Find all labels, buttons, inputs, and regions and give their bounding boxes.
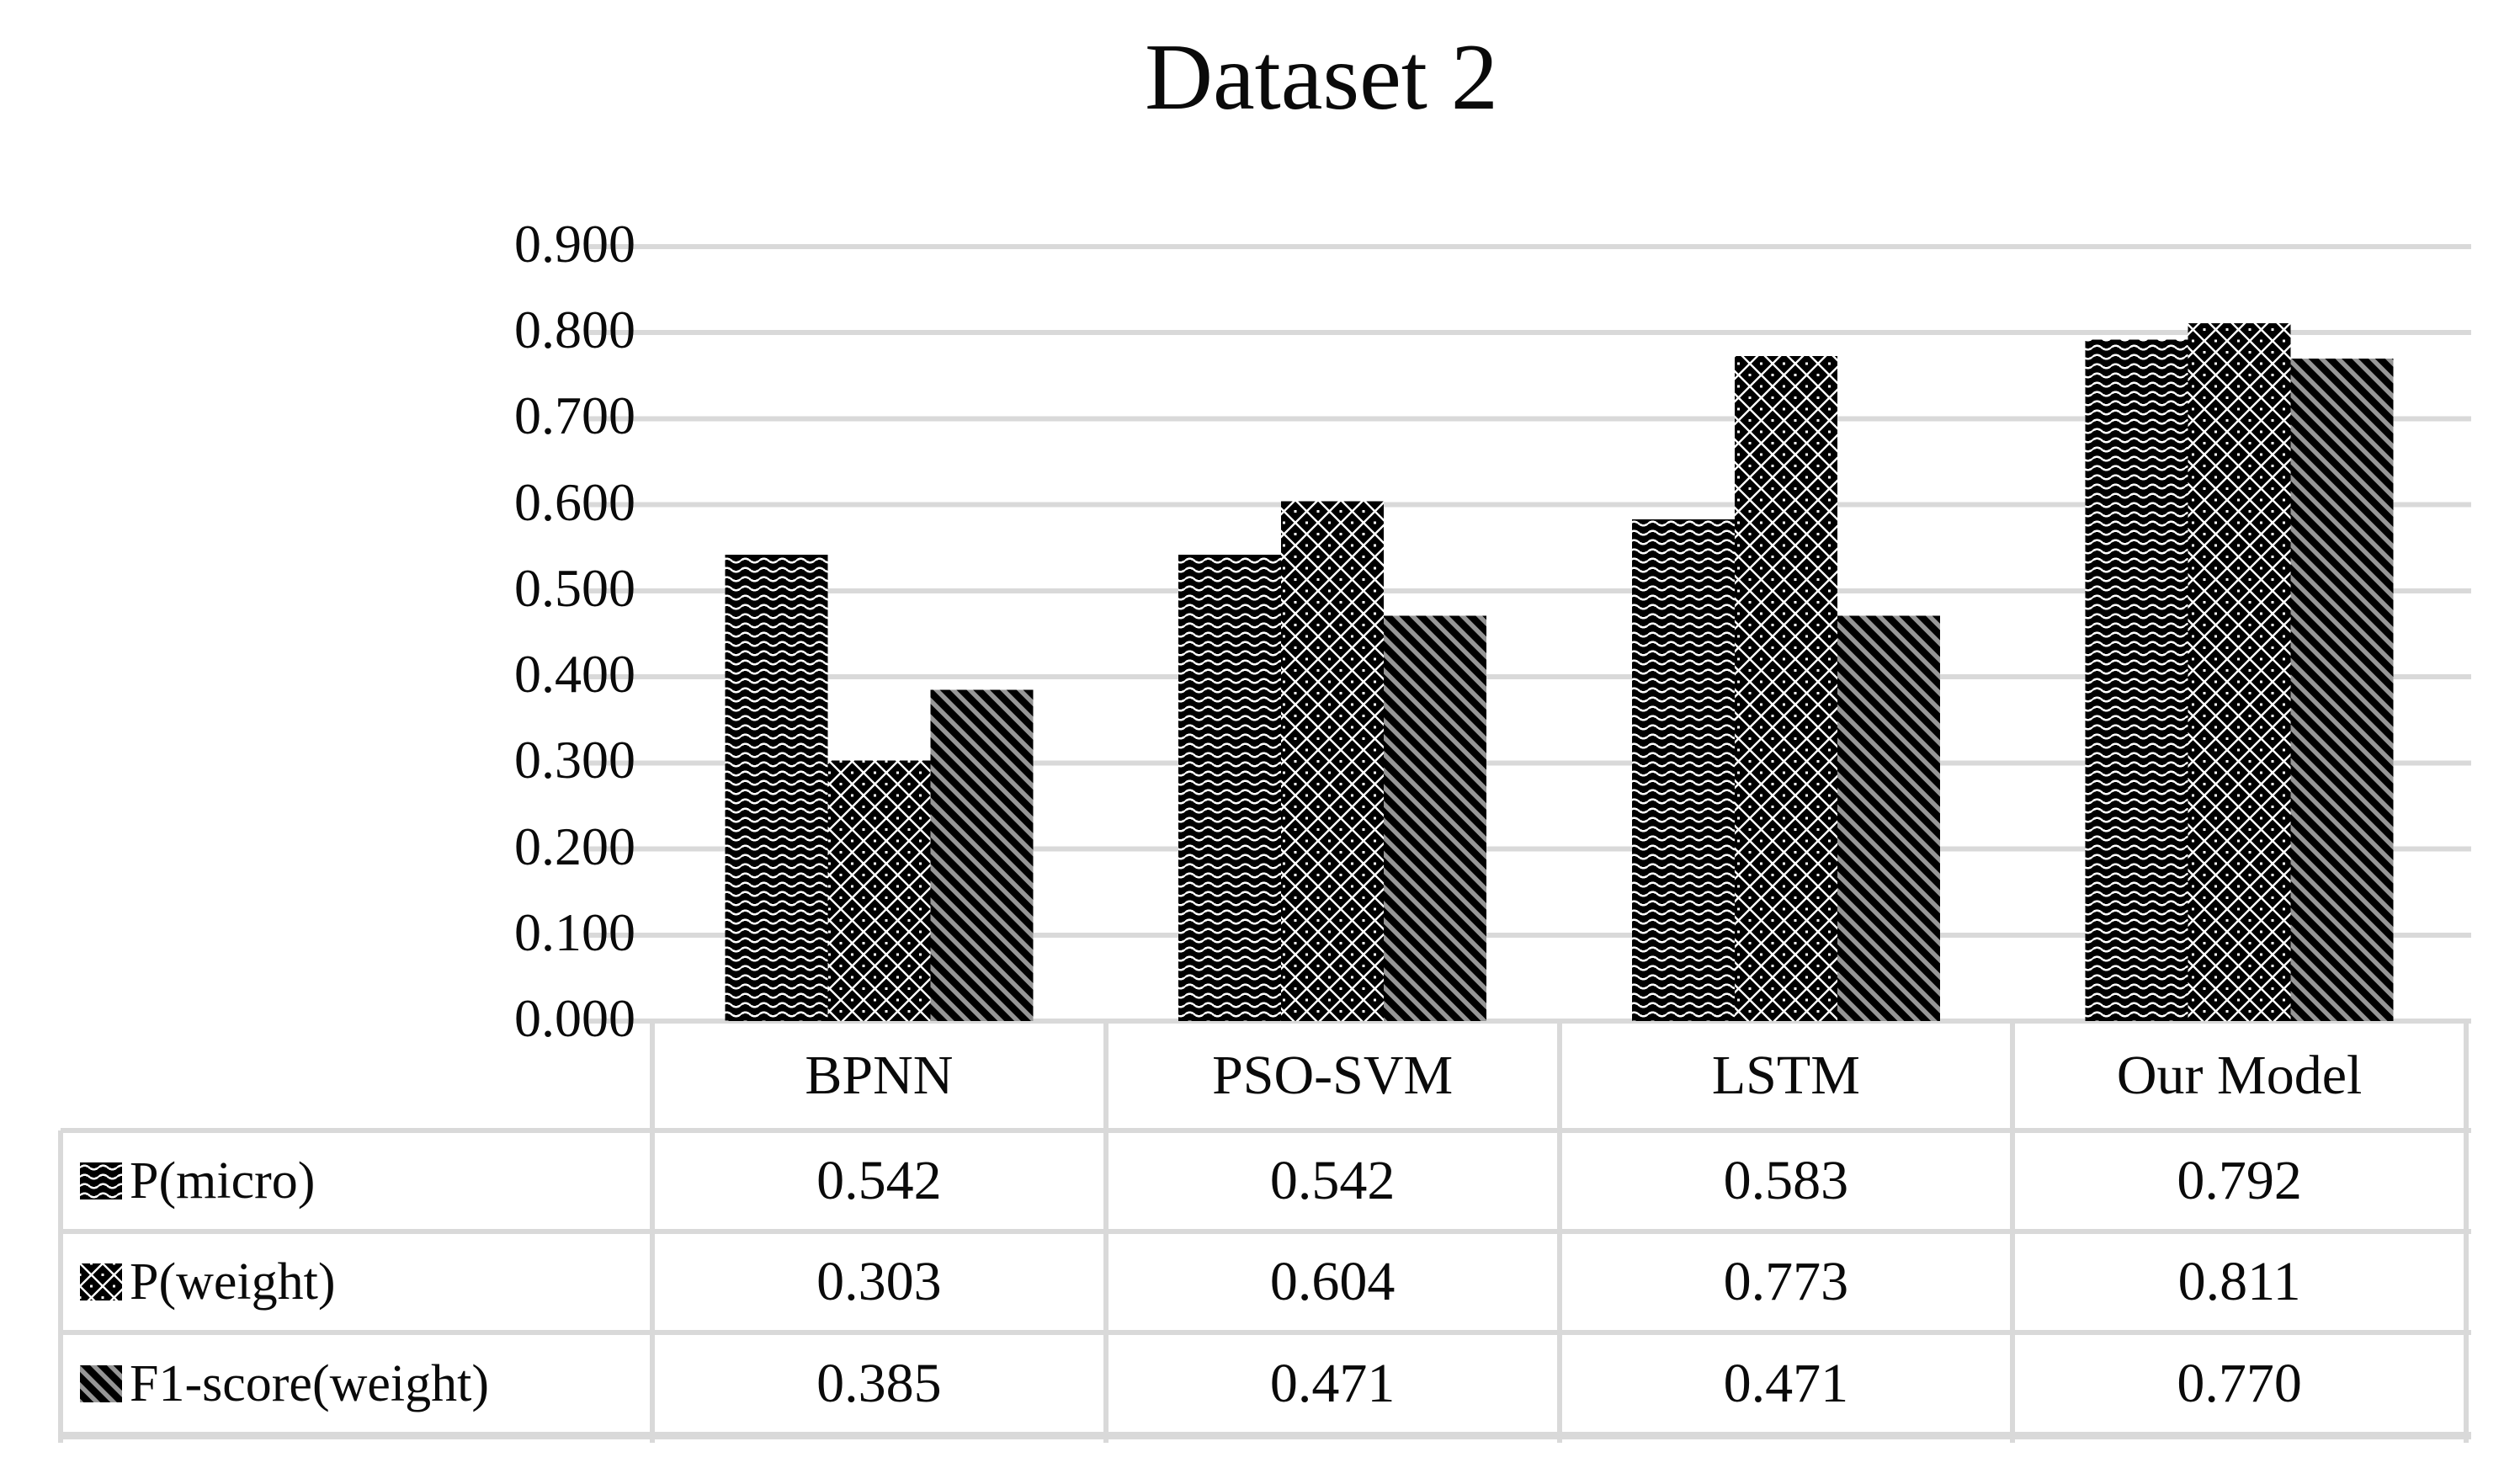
y-axis-tick-label: 0.600 [514,471,635,532]
series-label-F1-score(weight): F1-score(weight) [61,1332,652,1435]
table-border-v [650,1021,655,1443]
bar-P(micro)-PSO-SVM [1178,554,1282,1021]
series-label-P(micro): P(micro) [61,1130,652,1231]
table-value-cell: 0.471 [1723,1353,1849,1414]
y-axis-tick-label: 0.900 [514,214,635,274]
gridlines [589,244,2471,1024]
table-border-h [61,1229,2471,1234]
series-label-P(weight): P(weight) [61,1231,652,1332]
series-label-text: P(micro) [130,1152,316,1210]
gridline [589,244,2471,249]
table-value-cell: 0.385 [816,1353,942,1414]
table-value-cell: 0.604 [1269,1251,1396,1312]
legend-swatch-diagonal-stripe-icon [80,1365,122,1402]
y-axis-tick-label: 0.300 [514,730,635,790]
y-axis-tick-label: 0.200 [514,816,635,876]
table-header-cell: LSTM [1711,1045,1860,1106]
table-value-cell: 0.471 [1269,1353,1396,1414]
y-axis-tick-label: 0.100 [514,902,635,962]
bar-P(weight)-LSTM [1734,355,1837,1021]
gridline [589,502,2471,508]
table-value-cell: 0.811 [2177,1251,2301,1312]
bar-P(micro)-BPNN [725,554,828,1021]
chart-title: Dataset 2 [1145,25,1498,130]
bar-P(micro)-Our Model [2085,339,2188,1021]
series-label-text: P(weight) [130,1253,336,1311]
y-axis-tick-label: 0.700 [514,386,635,446]
table-value-cell: 0.303 [816,1251,942,1312]
y-axis-tick-label: 0.800 [514,300,635,360]
gridline [589,1019,2471,1024]
table-value-cell: 0.792 [2177,1150,2302,1211]
gridline [589,330,2471,336]
gridline [589,674,2471,680]
table-value-cell: 0.773 [1723,1251,1849,1312]
gridline [589,846,2471,852]
table-border-v [58,1130,63,1443]
table-header-cell: Our Model [2116,1045,2363,1106]
table-border-v [1103,1021,1108,1443]
table-value-cell: 0.542 [1269,1150,1396,1211]
table-value-cell: 0.770 [2177,1353,2302,1414]
table-value-cell: 0.542 [816,1150,942,1211]
table-header-cell: BPNN [805,1045,954,1106]
table-border-h [61,1431,2471,1439]
table-border-v [2010,1021,2016,1443]
gridline [589,416,2471,422]
table-border-v [1556,1021,1562,1443]
legend-swatch-diagonal-crosshatch-icon [80,1263,122,1300]
gridline [589,932,2471,938]
bar-F1-score(weight)-LSTM [1837,615,1940,1021]
bar-P(micro)-LSTM [1631,519,1735,1021]
series-label-text: F1-score(weight) [130,1354,489,1412]
bar-F1-score(weight)-PSO-SVM [1384,615,1487,1021]
gridline [589,760,2471,766]
bar-P(weight)-PSO-SVM [1281,501,1385,1021]
bar-F1-score(weight)-BPNN [930,689,1034,1021]
table-border-h [61,1128,2471,1133]
table-border-h [61,1330,2471,1335]
table-header-cell: PSO-SVM [1212,1045,1454,1106]
y-axis-tick-label: 0.500 [514,557,635,618]
table-value-cell: 0.583 [1723,1150,1849,1211]
legend-swatch-wave-icon [80,1162,122,1199]
table-border-v [2464,1021,2469,1443]
y-axis-tick-label: 0.000 [514,988,635,1049]
bars [725,322,2394,1021]
y-axis-tick-label: 0.400 [514,644,635,705]
bar-P(weight)-Our Model [2188,322,2291,1021]
bar-F1-score(weight)-Our Model [2290,358,2394,1021]
bar-P(weight)-BPNN [827,760,931,1021]
gridline [589,588,2471,593]
